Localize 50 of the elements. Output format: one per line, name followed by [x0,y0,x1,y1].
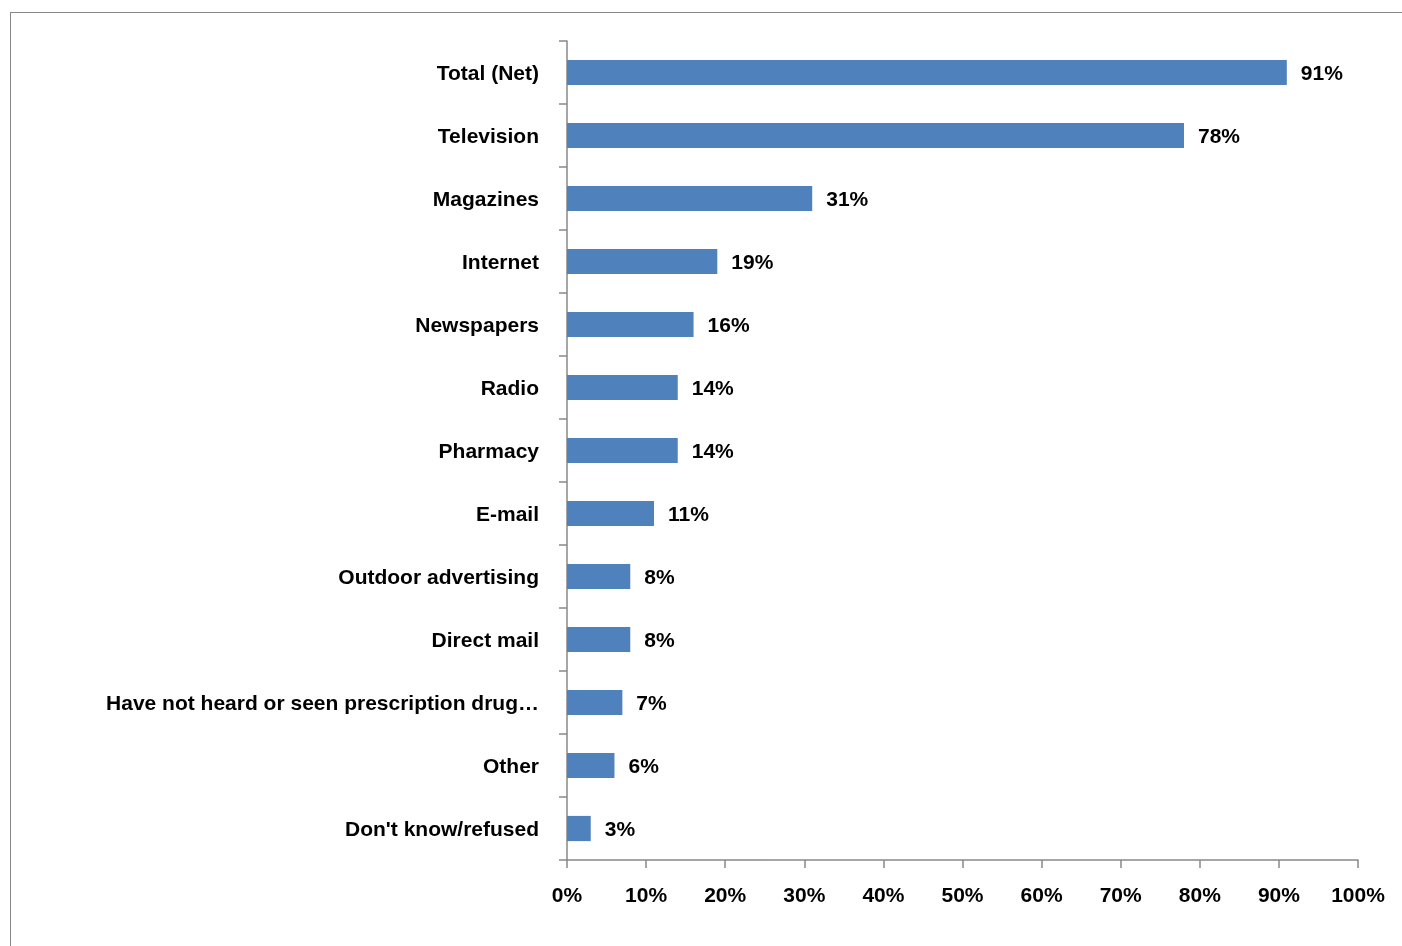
y-tick-label: Total (Net) [436,61,539,84]
bar [567,815,591,842]
data-label: 8% [644,628,675,651]
data-label: 14% [691,376,735,399]
data-label: 8% [644,565,675,588]
bar [567,626,631,653]
bar [567,374,678,401]
data-label: 31% [826,187,869,210]
bar [567,563,631,590]
x-tick-label: 50% [941,883,984,906]
x-tick-label: 80% [1178,883,1222,906]
y-tick-label: Internet [461,250,539,273]
bar [567,500,655,527]
y-tick-label: Have not heard or seen prescription drug… [106,691,539,714]
y-tick-label: Pharmacy [438,439,540,462]
data-label: 7% [636,691,668,714]
data-label: 3% [604,817,636,840]
data-label: 91% [1300,61,1344,84]
bar [567,752,615,779]
bar [567,248,718,275]
y-tick-label: Newspapers [415,313,539,336]
data-label: 11% [668,502,710,525]
x-tick-label: 70% [1099,883,1143,906]
y-tick-label: Magazines [432,187,539,210]
data-label: 19% [731,250,774,273]
bar [567,185,813,212]
y-tick-label: Direct mail [431,628,539,651]
bar [567,122,1184,149]
data-label: 14% [691,439,735,462]
bar [567,437,678,464]
bar [567,59,1287,86]
y-tick-label: Outdoor advertising [338,565,539,588]
x-tick-label: 10% [625,883,668,906]
data-label: 16% [707,313,750,336]
x-tick-label: 20% [704,883,747,906]
y-tick-label: Other [482,754,539,777]
x-tick-label: 0% [551,883,583,906]
bar [567,311,694,338]
y-tick-label: E-mail [475,502,539,525]
data-label: 78% [1197,124,1241,147]
x-tick-label: 100% [1331,883,1386,906]
bar [567,689,623,716]
y-tick-label: Television [437,124,539,147]
x-tick-label: 60% [1020,883,1063,906]
y-tick-label: Radio [480,376,539,399]
data-label: 6% [628,754,660,777]
x-tick-label: 40% [862,883,905,906]
y-tick-label: Don't know/refused [344,817,539,840]
x-tick-label: 30% [783,883,826,906]
x-tick-label: 90% [1257,883,1301,906]
